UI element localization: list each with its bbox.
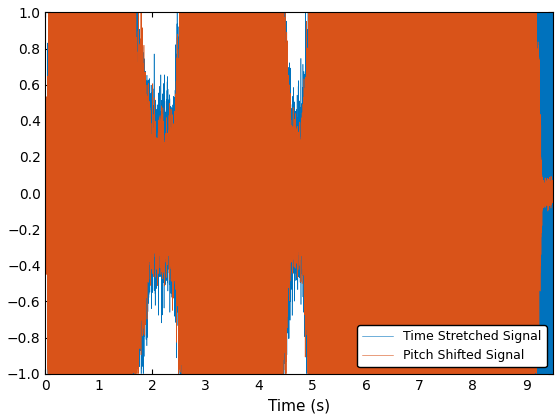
Time Stretched Signal xyxy=(46,10,53,15)
Pitch Shifted Signal xyxy=(305,99,311,104)
Time Stretched Signal xyxy=(45,371,52,376)
Line: Pitch Shifted Signal: Pitch Shifted Signal xyxy=(45,13,553,374)
Pitch Shifted Signal xyxy=(496,214,502,219)
Legend: Time Stretched Signal, Pitch Shifted Signal: Time Stretched Signal, Pitch Shifted Sig… xyxy=(357,325,547,368)
Time Stretched Signal xyxy=(316,247,323,252)
Pitch Shifted Signal xyxy=(45,371,52,376)
Pitch Shifted Signal xyxy=(389,370,396,375)
Pitch Shifted Signal xyxy=(550,193,557,198)
Time Stretched Signal xyxy=(524,371,531,376)
Line: Time Stretched Signal: Time Stretched Signal xyxy=(45,13,553,374)
Pitch Shifted Signal xyxy=(271,371,278,376)
Pitch Shifted Signal xyxy=(42,191,49,196)
Pitch Shifted Signal xyxy=(316,324,323,329)
Time Stretched Signal xyxy=(389,137,396,142)
Time Stretched Signal xyxy=(271,10,278,15)
Pitch Shifted Signal xyxy=(45,10,52,15)
X-axis label: Time (s): Time (s) xyxy=(268,398,330,413)
Time Stretched Signal xyxy=(550,80,557,85)
Time Stretched Signal xyxy=(305,124,311,129)
Pitch Shifted Signal xyxy=(524,14,531,19)
Time Stretched Signal xyxy=(42,191,49,196)
Time Stretched Signal xyxy=(496,213,502,218)
